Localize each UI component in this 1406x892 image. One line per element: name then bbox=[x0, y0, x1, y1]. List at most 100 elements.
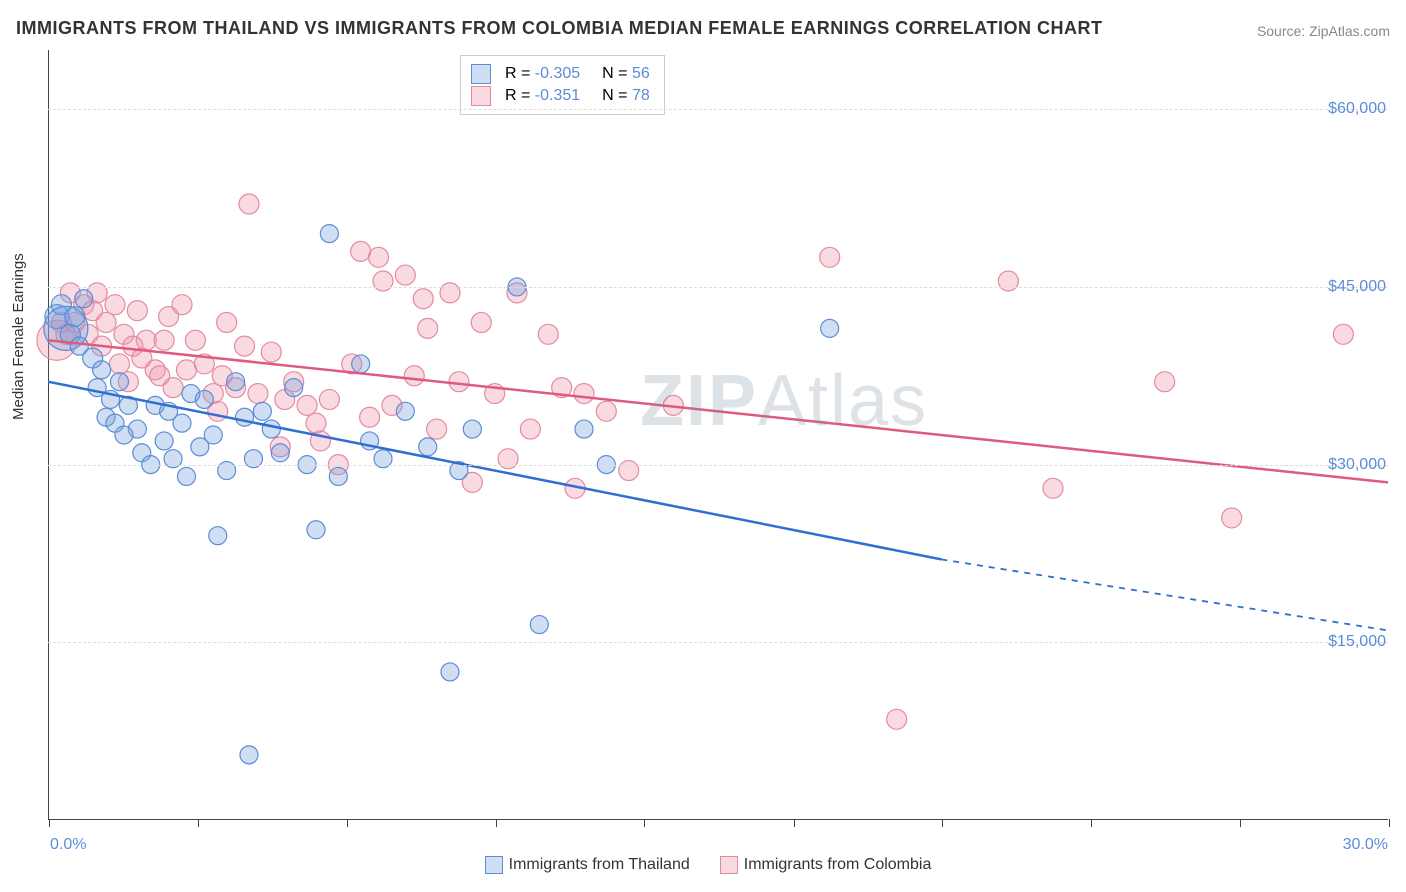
data-point-colombia bbox=[538, 324, 558, 344]
data-point-thailand bbox=[209, 527, 227, 545]
data-point-colombia bbox=[248, 384, 268, 404]
stats-row-colombia: R = -0.351 N = 78 bbox=[471, 86, 650, 106]
data-point-colombia bbox=[306, 413, 326, 433]
y-tick-label: $60,000 bbox=[1328, 100, 1386, 118]
data-point-thailand bbox=[419, 438, 437, 456]
data-point-thailand bbox=[262, 420, 280, 438]
data-point-thailand bbox=[204, 426, 222, 444]
data-point-colombia bbox=[127, 301, 147, 321]
data-point-thailand bbox=[285, 379, 303, 397]
data-point-thailand bbox=[307, 521, 325, 539]
y-tick-label: $15,000 bbox=[1328, 633, 1386, 651]
data-point-colombia bbox=[373, 271, 393, 291]
data-point-colombia bbox=[887, 709, 907, 729]
data-point-colombia bbox=[154, 330, 174, 350]
data-point-colombia bbox=[360, 407, 380, 427]
data-point-colombia bbox=[820, 247, 840, 267]
data-point-thailand bbox=[110, 373, 128, 391]
x-tick bbox=[1389, 819, 1390, 827]
r-label: R = -0.305 bbox=[505, 65, 580, 83]
stats-legend: R = -0.305 N = 56 R = -0.351 N = 78 bbox=[460, 55, 665, 115]
data-point-thailand bbox=[530, 616, 548, 634]
x-tick bbox=[347, 819, 348, 827]
data-point-colombia bbox=[239, 194, 259, 214]
gridline-h bbox=[48, 109, 1388, 110]
data-point-thailand bbox=[352, 355, 370, 373]
data-point-colombia bbox=[998, 271, 1018, 291]
data-point-colombia bbox=[574, 384, 594, 404]
data-point-colombia bbox=[498, 449, 518, 469]
x-tick bbox=[644, 819, 645, 827]
data-point-colombia bbox=[395, 265, 415, 285]
legend-swatch-thailand bbox=[471, 64, 491, 84]
n-value: 56 bbox=[632, 65, 650, 82]
data-point-colombia bbox=[217, 312, 237, 332]
data-point-colombia bbox=[235, 336, 255, 356]
data-point-thailand bbox=[240, 746, 258, 764]
data-point-thailand bbox=[253, 402, 271, 420]
x-min-label: 0.0% bbox=[50, 836, 86, 854]
data-point-colombia bbox=[185, 330, 205, 350]
source-label: Source: ZipAtlas.com bbox=[1257, 23, 1390, 39]
n-label: N = 78 bbox=[602, 87, 650, 105]
bottom-label-thailand: Immigrants from Thailand bbox=[509, 856, 690, 873]
data-point-colombia bbox=[1333, 324, 1353, 344]
x-tick bbox=[496, 819, 497, 827]
data-point-colombia bbox=[297, 395, 317, 415]
data-point-thailand bbox=[271, 444, 289, 462]
bottom-legend: Immigrants from ThailandImmigrants from … bbox=[0, 856, 1406, 874]
data-point-thailand bbox=[115, 426, 133, 444]
data-point-thailand bbox=[155, 432, 173, 450]
x-tick bbox=[49, 819, 50, 827]
data-point-colombia bbox=[261, 342, 281, 362]
data-point-colombia bbox=[109, 354, 129, 374]
x-tick bbox=[1240, 819, 1241, 827]
n-label: N = 56 bbox=[602, 65, 650, 83]
chart-svg bbox=[48, 50, 1388, 820]
x-tick bbox=[942, 819, 943, 827]
x-tick bbox=[198, 819, 199, 827]
data-point-thailand bbox=[396, 402, 414, 420]
data-point-colombia bbox=[1043, 478, 1063, 498]
data-point-thailand bbox=[65, 307, 85, 327]
data-point-thailand bbox=[93, 361, 111, 379]
data-point-colombia bbox=[150, 366, 170, 386]
data-point-colombia bbox=[520, 419, 540, 439]
gridline-h bbox=[48, 465, 1388, 466]
data-point-colombia bbox=[1222, 508, 1242, 528]
data-point-colombia bbox=[319, 389, 339, 409]
x-tick bbox=[794, 819, 795, 827]
data-point-colombia bbox=[596, 401, 616, 421]
chart-title: IMMIGRANTS FROM THAILAND VS IMMIGRANTS F… bbox=[16, 18, 1102, 39]
data-point-thailand bbox=[821, 319, 839, 337]
data-point-colombia bbox=[427, 419, 447, 439]
y-tick-label: $30,000 bbox=[1328, 456, 1386, 474]
bottom-swatch-colombia bbox=[720, 856, 738, 874]
r-label: R = -0.351 bbox=[505, 87, 580, 105]
x-tick bbox=[1091, 819, 1092, 827]
data-point-colombia bbox=[471, 312, 491, 332]
data-point-colombia bbox=[172, 295, 192, 315]
gridline-h bbox=[48, 287, 1388, 288]
n-value: 78 bbox=[632, 87, 650, 104]
x-max-label: 30.0% bbox=[1343, 836, 1388, 854]
data-point-thailand bbox=[227, 373, 245, 391]
data-point-colombia bbox=[105, 295, 125, 315]
data-point-thailand bbox=[329, 467, 347, 485]
data-point-colombia bbox=[96, 312, 116, 332]
data-point-colombia bbox=[449, 372, 469, 392]
r-value: -0.305 bbox=[535, 65, 580, 82]
legend-swatch-colombia bbox=[471, 86, 491, 106]
y-axis-label: Median Female Earnings bbox=[10, 253, 27, 420]
data-point-colombia bbox=[619, 461, 639, 481]
data-point-thailand bbox=[441, 663, 459, 681]
data-point-colombia bbox=[404, 366, 424, 386]
trendline-extrapolated-thailand bbox=[941, 559, 1388, 630]
data-point-colombia bbox=[176, 360, 196, 380]
data-point-colombia bbox=[1155, 372, 1175, 392]
data-point-colombia bbox=[351, 241, 371, 261]
data-point-colombia bbox=[413, 289, 433, 309]
data-point-thailand bbox=[195, 390, 213, 408]
data-point-thailand bbox=[236, 408, 254, 426]
y-tick-label: $45,000 bbox=[1328, 278, 1386, 296]
